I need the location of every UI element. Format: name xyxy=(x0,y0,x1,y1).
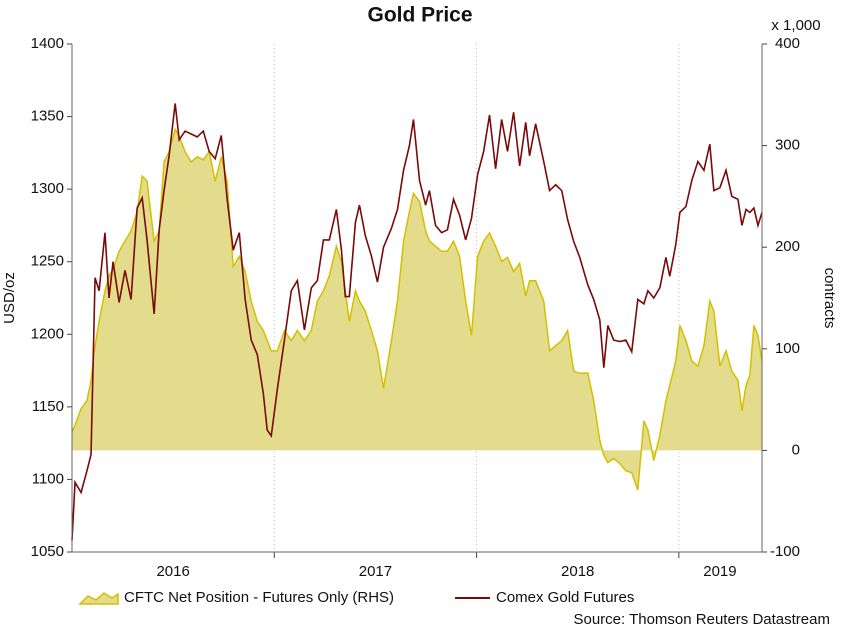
y-tick-label: 1150 xyxy=(32,398,64,415)
area-line xyxy=(71,127,763,491)
x-tick-label: 2017 xyxy=(359,563,392,580)
legend-label: Comex Gold Futures xyxy=(496,589,634,606)
y2-tick-label: 100 xyxy=(775,340,800,357)
y-axis-label: USD/oz xyxy=(1,272,18,324)
y-tick-label: 1400 xyxy=(31,35,64,52)
y-tick-label: 1200 xyxy=(31,325,64,342)
y2-axis-label: contracts xyxy=(821,268,838,329)
source: Source: Thomson Reuters Datastream xyxy=(573,611,830,628)
legend-label: CFTC Net Position - Futures Only (RHS) xyxy=(124,589,394,606)
x-tick-label: 2019 xyxy=(703,563,736,580)
legend-swatch-area xyxy=(78,592,119,605)
chart-title: Gold Price xyxy=(367,4,472,27)
y2-tick-label: 400 xyxy=(775,35,800,52)
x-tick-label: 2018 xyxy=(561,563,594,580)
area-fill xyxy=(72,129,762,491)
y-tick-label: 1350 xyxy=(31,108,64,125)
y-tick-label: 1100 xyxy=(32,470,64,487)
legend: CFTC Net Position - Futures Only (RHS) C… xyxy=(78,589,634,606)
y2-tick-label: -100 xyxy=(770,543,800,560)
y-tick-label: 1300 xyxy=(31,180,64,197)
series-line xyxy=(71,103,763,541)
y-tick-label: 1050 xyxy=(31,543,64,560)
y2-tick-label: 0 xyxy=(792,441,800,458)
x-tick-label: 2016 xyxy=(156,563,189,580)
y2-tick-label: 200 xyxy=(775,238,800,255)
y2-tick-label: 300 xyxy=(775,137,800,154)
y-tick-label: 1250 xyxy=(31,253,64,270)
y2-unit: x 1,000 xyxy=(771,17,820,34)
